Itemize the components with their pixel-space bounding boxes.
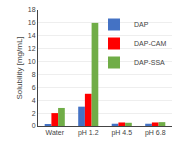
svg-text:DAP-SSA: DAP-SSA <box>134 59 165 66</box>
svg-text:12: 12 <box>28 45 36 52</box>
svg-text:Water: Water <box>46 129 65 136</box>
svg-text:2: 2 <box>32 110 36 117</box>
svg-text:16: 16 <box>28 19 36 26</box>
svg-text:Solubility [mg/mL]: Solubility [mg/mL] <box>15 36 24 99</box>
svg-text:18: 18 <box>28 6 36 13</box>
svg-text:4: 4 <box>32 97 36 104</box>
svg-text:6: 6 <box>32 84 36 91</box>
svg-text:DAP: DAP <box>134 21 149 28</box>
svg-text:DAP-CAM: DAP-CAM <box>134 40 166 47</box>
svg-text:10: 10 <box>28 58 36 65</box>
svg-text:14: 14 <box>28 32 36 39</box>
svg-text:pH 6.8: pH 6.8 <box>145 129 166 137</box>
svg-text:pH 1.2: pH 1.2 <box>78 129 99 137</box>
svg-text:pH 4.5: pH 4.5 <box>111 129 132 137</box>
svg-text:8: 8 <box>32 71 36 78</box>
svg-text:0: 0 <box>32 122 36 129</box>
